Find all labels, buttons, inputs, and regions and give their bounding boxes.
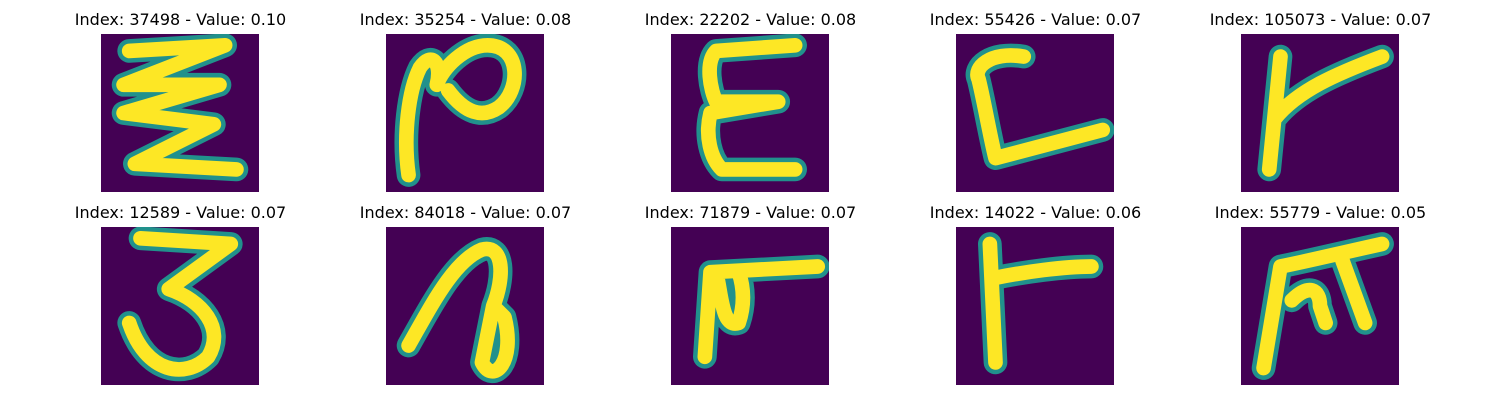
panel-image bbox=[671, 227, 829, 385]
panel-image bbox=[671, 34, 829, 192]
k-like-glyph bbox=[1257, 44, 1394, 182]
epsilon-glyph bbox=[696, 34, 807, 182]
glyph-stroke bbox=[1256, 236, 1390, 376]
panel-title: Index: 55779 - Value: 0.05 bbox=[1214, 203, 1427, 222]
glyph-stroke bbox=[116, 37, 244, 177]
zigzag-glyph bbox=[111, 34, 249, 182]
image-panel-1: Index: 37498 - Value: 0.10 bbox=[38, 10, 323, 200]
panel-image bbox=[101, 227, 259, 385]
glyph-stroke bbox=[700, 37, 803, 177]
image-panel-6: Index: 12589 - Value: 0.07 bbox=[38, 203, 323, 393]
image-panel-3: Index: 22202 - Value: 0.08 bbox=[608, 10, 893, 200]
panel-image bbox=[1241, 227, 1399, 385]
panel-title: Index: 14022 - Value: 0.06 bbox=[929, 203, 1142, 222]
l-hook-glyph bbox=[965, 43, 1114, 170]
panel-image bbox=[386, 227, 544, 385]
panel-image bbox=[386, 34, 544, 192]
image-panel-10: Index: 55779 - Value: 0.05 bbox=[1178, 203, 1463, 393]
panel-title: Index: 37498 - Value: 0.10 bbox=[74, 10, 287, 29]
image-panel-2: Index: 35254 - Value: 0.08 bbox=[323, 10, 608, 200]
panel-title: Index: 105073 - Value: 0.07 bbox=[1209, 10, 1432, 29]
glyph-stroke bbox=[399, 37, 522, 183]
panel-image bbox=[101, 34, 259, 192]
curl-glyph bbox=[396, 237, 520, 383]
image-panel-9: Index: 14022 - Value: 0.06 bbox=[893, 203, 1178, 393]
m-like-glyph bbox=[1251, 232, 1394, 380]
f-like-glyph bbox=[693, 254, 829, 369]
panel-title: Index: 12589 - Value: 0.07 bbox=[74, 203, 287, 222]
panel-title: Index: 71879 - Value: 0.07 bbox=[644, 203, 857, 222]
image-panel-4: Index: 55426 - Value: 0.07 bbox=[893, 10, 1178, 200]
panel-title: Index: 84018 - Value: 0.07 bbox=[359, 203, 572, 222]
panel-title: Index: 35254 - Value: 0.08 bbox=[359, 10, 572, 29]
glyph-stroke bbox=[697, 259, 826, 365]
image-panel-8: Index: 71879 - Value: 0.07 bbox=[608, 203, 893, 393]
glyph-stroke bbox=[970, 48, 1111, 166]
panel-image bbox=[1241, 34, 1399, 192]
panel-title: Index: 55426 - Value: 0.07 bbox=[929, 10, 1142, 29]
image-panel-7: Index: 84018 - Value: 0.07 bbox=[323, 203, 608, 393]
three-like-glyph bbox=[117, 227, 243, 382]
panel-image bbox=[956, 34, 1114, 192]
glyph-stroke bbox=[401, 241, 515, 379]
glyph-stroke bbox=[1261, 49, 1390, 177]
glyph-stroke bbox=[121, 230, 239, 377]
image-panel-5: Index: 105073 - Value: 0.07 bbox=[1178, 10, 1463, 200]
panel-title: Index: 22202 - Value: 0.08 bbox=[644, 10, 857, 29]
t-like-glyph bbox=[978, 232, 1104, 375]
panel-image bbox=[956, 227, 1114, 385]
loop-glyph bbox=[394, 34, 527, 187]
glyph-stroke bbox=[982, 236, 1099, 370]
